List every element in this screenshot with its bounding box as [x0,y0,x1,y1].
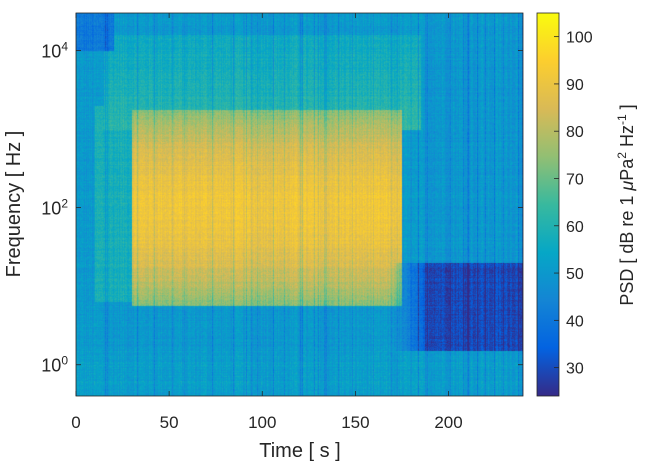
colorbar-tick-label: 50 [566,266,584,283]
x-axis-ticks: 0 50 100 150 200 [71,13,463,432]
x-tick-label: 50 [160,413,179,432]
y-axis-ticks: 100 102 104 [41,39,523,376]
colorbar-label: PSD [ dB re 1 μPa2 Hz-1 ] [615,104,637,305]
colorbar-gradient [536,12,560,397]
colorbar-ticks: 30 40 50 60 70 80 90 100 [554,30,593,378]
colorbar-tick-label: 40 [566,313,584,330]
spectrogram-plot-area [75,12,524,397]
plot-frame [75,12,524,397]
colorbar-tick-label: 60 [566,219,584,236]
x-tick-label: 150 [341,413,369,432]
colorbar-tick-label: 80 [566,124,584,141]
y-tick-label: 102 [41,197,68,219]
colorbar-tick-label: 90 [566,77,584,94]
spectrogram-image [76,13,523,396]
colorbar-tick-label: 100 [566,30,593,47]
y-axis-label: Frequency [ Hz ] [3,131,25,278]
x-axis-label: Time [ s ] [259,440,340,462]
x-tick-label: 100 [248,413,276,432]
colorbar-tick-label: 70 [566,171,584,188]
x-tick-label: 0 [71,413,80,432]
y-tick-label: 100 [41,354,68,376]
colorbar-tick-label: 30 [566,361,584,378]
y-tick-label: 104 [41,39,68,61]
colorbar: 30 40 50 60 70 80 90 100 PSD [ dB re 1 μPa2 Hz-… [536,12,637,397]
x-tick-label: 200 [434,413,462,432]
